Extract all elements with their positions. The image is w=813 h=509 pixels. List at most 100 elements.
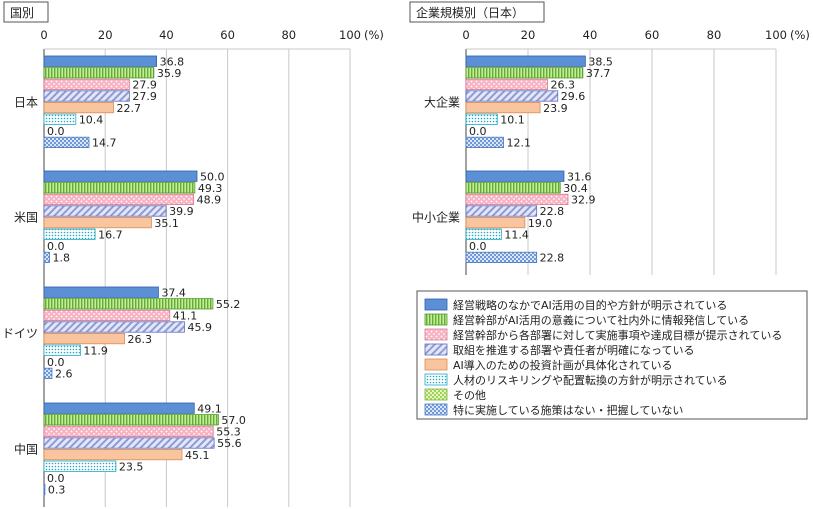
- bar: [43, 193, 195, 205]
- bar: [43, 102, 114, 114]
- x-tick-label: 100: [339, 28, 361, 42]
- bar: [43, 448, 183, 461]
- data-label: 0.3: [48, 484, 66, 497]
- data-label: 16.7: [98, 228, 123, 241]
- category-label: 米国: [14, 210, 38, 224]
- legend-label: AI導入のための投資計画が具体化されている: [453, 358, 672, 372]
- bar: [43, 321, 185, 333]
- data-label: 30.4: [563, 182, 588, 195]
- data-label: 0.0: [47, 472, 65, 485]
- panel-title-box: [409, 1, 545, 23]
- legend-label: 経営戦略のなかでAI活用の目的や方針が明示されている: [453, 298, 727, 312]
- bar: [43, 286, 159, 298]
- data-label: 31.6: [567, 170, 592, 183]
- legend-swatch: [424, 328, 448, 341]
- data-label: 50.0: [200, 170, 225, 183]
- bar: [465, 182, 561, 194]
- legend-swatch: [424, 358, 448, 371]
- legend-swatch: [424, 403, 448, 416]
- data-label: 26.3: [551, 79, 576, 92]
- bar: [465, 216, 526, 229]
- chart-panel-size: 企業規模別（日本）0 20 40 60 80 100 (%)大企業38.537.726.32…: [409, 1, 810, 275]
- legend-swatch: [424, 373, 448, 386]
- data-label: 29.6: [561, 90, 586, 103]
- data-label: 1.8: [53, 252, 70, 265]
- bar: [43, 55, 158, 67]
- legend-label: その他: [453, 389, 486, 402]
- legend-swatch: [424, 313, 448, 326]
- bar: [465, 193, 569, 205]
- data-label: 22.8: [540, 252, 565, 265]
- bar: [43, 344, 81, 356]
- bar: [465, 102, 541, 114]
- bar: [43, 113, 77, 125]
- legend-label: 取組を推進する部署や責任者が明確になっている: [453, 343, 694, 357]
- unit-label: (%): [790, 28, 810, 42]
- bar: [465, 78, 548, 90]
- x-tick-label: 0: [462, 28, 469, 42]
- data-label: 48.9: [197, 194, 222, 207]
- x-tick-label: 40: [159, 28, 174, 42]
- data-label: 37.7: [586, 67, 611, 80]
- x-tick-label: 20: [98, 28, 113, 42]
- category-label: 大企業: [424, 94, 460, 109]
- legend-swatch: [424, 343, 448, 356]
- bar: [43, 437, 215, 449]
- bar: [43, 309, 171, 322]
- data-label: 45.1: [185, 449, 210, 462]
- x-tick-label: 60: [645, 28, 660, 42]
- data-label: 12.1: [507, 137, 532, 150]
- bar: [43, 67, 155, 79]
- category-label: ドイツ: [2, 326, 38, 340]
- data-label: 35.9: [157, 67, 182, 80]
- bar: [465, 55, 586, 67]
- data-label: 36.8: [160, 55, 185, 68]
- legend-label: 特に実施している施策はない・把握していない: [453, 403, 683, 417]
- data-label: 22.7: [116, 102, 141, 115]
- category-label: 日本: [14, 95, 38, 109]
- bar: [43, 205, 167, 217]
- legend-swatch: [424, 298, 448, 311]
- data-label: 0.0: [47, 125, 65, 138]
- data-label: 22.8: [540, 205, 565, 218]
- legend: 経営戦略のなかでAI活用の目的や方針が明示されている経営幹部がAI活用の意義につ…: [416, 290, 808, 420]
- data-label: 2.6: [55, 368, 73, 381]
- bar: [465, 170, 565, 182]
- bar: [465, 251, 538, 263]
- bar: [43, 216, 152, 229]
- panel-title-box: [3, 1, 49, 23]
- bar: [43, 483, 46, 496]
- data-label: 39.9: [169, 205, 194, 218]
- data-label: 57.0: [221, 414, 246, 427]
- data-label: 55.6: [217, 437, 242, 450]
- legend-label: 経営幹部から各部署に対して実施事項や達成目標が提示されている: [453, 328, 782, 342]
- bar: [465, 113, 498, 125]
- x-tick-label: 60: [220, 28, 235, 42]
- category-label: 中小企業: [412, 209, 460, 224]
- data-label: 0.0: [47, 356, 65, 369]
- bar: [43, 182, 196, 194]
- data-label: 14.7: [92, 137, 117, 150]
- data-label: 35.1: [154, 217, 179, 230]
- panel-title: 企業規模別（日本）: [416, 5, 524, 20]
- bar: [43, 136, 90, 148]
- bar: [43, 367, 53, 380]
- data-label: 23.9: [543, 102, 568, 115]
- data-label: 49.3: [198, 182, 223, 195]
- bar: [465, 205, 538, 217]
- legend-label: 人材のリスキリングや配置転換の方針が明示されている: [453, 373, 728, 387]
- data-label: 27.9: [132, 79, 157, 92]
- bar: [43, 78, 130, 90]
- data-label: 0.0: [469, 240, 487, 253]
- data-label: 45.9: [187, 321, 212, 334]
- bar: [43, 425, 214, 438]
- data-label: 32.9: [571, 194, 596, 207]
- chart-panel-country: 国別0 20 40 60 80 100 (%)日本36.835.927.927.922.71…: [2, 1, 384, 507]
- data-label: 27.9: [132, 90, 157, 103]
- x-tick-label: 0: [40, 28, 47, 42]
- bar: [465, 136, 504, 148]
- x-tick-label: 80: [707, 28, 722, 42]
- bar: [43, 90, 130, 102]
- bar: [465, 67, 584, 79]
